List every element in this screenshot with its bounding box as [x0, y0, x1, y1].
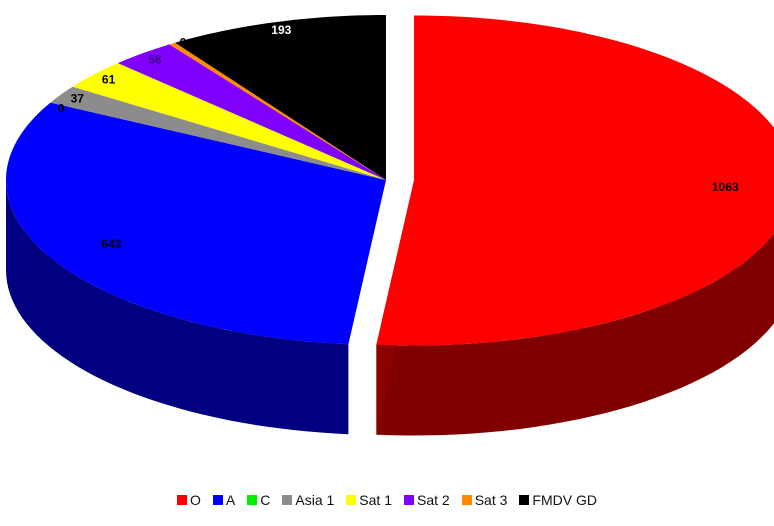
pie-slice-a [6, 102, 386, 345]
legend-label: Sat 2 [417, 492, 450, 508]
data-label-sat-2: 58 [148, 53, 162, 67]
legend-swatch [519, 495, 530, 505]
legend-swatch [212, 495, 223, 505]
legend-item-sat-1: Sat 1 [346, 492, 392, 508]
legend-label: A [225, 492, 236, 508]
pie-slice-side-a [6, 180, 349, 435]
legend-label: O [190, 492, 201, 508]
pie-top-layer: 1063 643 0 37 61 58 6 193 [6, 15, 774, 346]
pie-slice-o [376, 15, 774, 346]
legend-label: Sat 3 [474, 492, 508, 508]
data-label-sat-1: 61 [102, 73, 116, 87]
legend-swatch [404, 495, 414, 505]
legend-item-c: C [247, 492, 270, 508]
data-label-sat-3: 6 [180, 35, 187, 49]
pie-slice-fmdv-gd [175, 15, 386, 180]
legend-item-sat-2: Sat 2 [404, 492, 450, 508]
legend-swatch [247, 495, 258, 505]
data-label-fmdv-gd: 193 [271, 23, 291, 37]
legend-item-fmdv-gd: FMDV GD [519, 492, 597, 508]
legend-item-o: O [177, 492, 201, 508]
legend-swatch [346, 495, 357, 505]
data-label-o: 1063 [712, 180, 739, 194]
legend-swatch [177, 495, 188, 505]
legend-label: C [260, 492, 271, 508]
data-label-a: 643 [101, 237, 121, 251]
legend-swatch [461, 495, 472, 505]
legend-item-sat-3: Sat 3 [461, 492, 508, 508]
pie-slice-side-o [376, 233, 774, 436]
pie-slice-sat-1 [72, 63, 386, 180]
chart-legend: O A C Asia 1 Sat 1 Sat 2 Sat 3 FMDV GD [0, 490, 774, 510]
legend-label: Asia 1 [295, 492, 335, 508]
legend-item-asia-1: Asia 1 [282, 492, 334, 508]
legend-item-a: A [212, 492, 236, 508]
pie-slice-sat-3 [169, 42, 386, 181]
legend-label: Sat 1 [359, 492, 392, 508]
pie-slice-asia-1 [50, 86, 386, 180]
legend-label: FMDV GD [532, 492, 597, 508]
legend-swatch [282, 495, 293, 505]
data-label-c: 0 [58, 101, 65, 115]
data-label-asia-1: 37 [71, 92, 85, 106]
pie-slice-sat-2 [117, 44, 387, 181]
